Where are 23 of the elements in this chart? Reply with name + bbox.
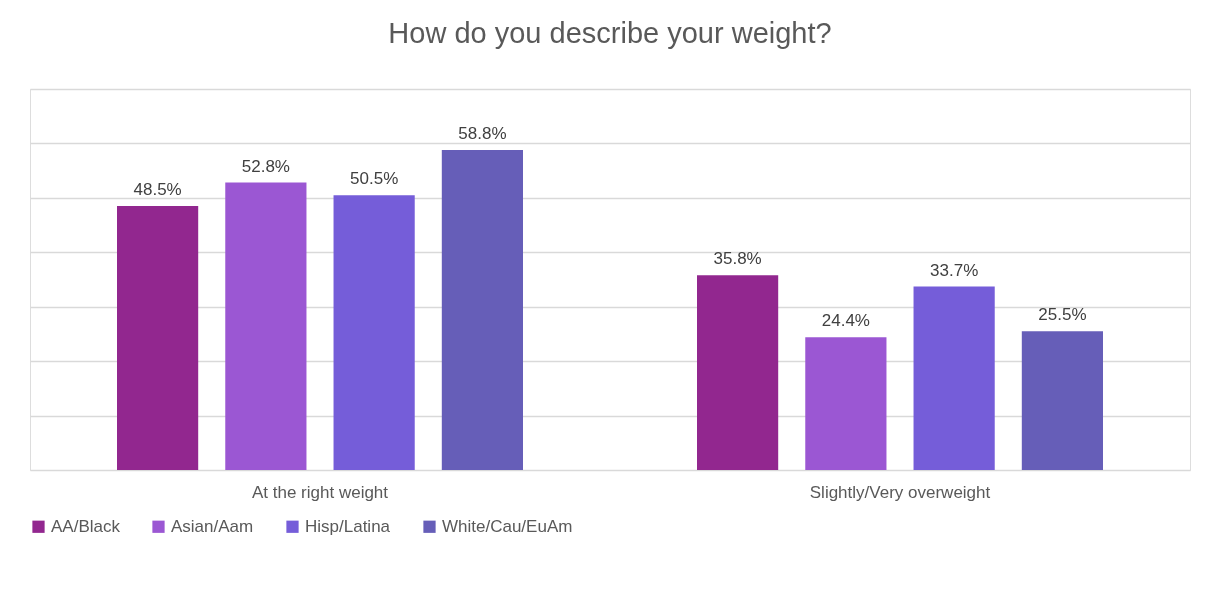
- bar: [697, 275, 779, 470]
- legend-label: White/Cau/EuAm: [442, 516, 573, 536]
- bar: [913, 286, 995, 470]
- data-label: 58.8%: [458, 123, 507, 143]
- data-label: 25.5%: [1038, 305, 1087, 325]
- legend-label: Hisp/Latina: [305, 516, 391, 536]
- bar: [225, 182, 307, 470]
- legend-label: Asian/Aam: [171, 516, 254, 536]
- bar: [441, 149, 523, 470]
- chart-title: How do you describe your weight?: [388, 17, 832, 49]
- x-tick-label: At the right weight: [251, 482, 389, 502]
- x-tick-label: Slightly/Very overweight: [809, 482, 991, 502]
- bar: [117, 206, 199, 470]
- data-label: 52.8%: [241, 156, 290, 176]
- bar: [805, 337, 887, 470]
- data-label: 50.5%: [350, 169, 399, 189]
- data-label: 35.8%: [713, 249, 762, 269]
- data-label: 48.5%: [133, 180, 182, 200]
- legend-label: AA/Black: [51, 516, 121, 536]
- bar: [333, 195, 415, 470]
- data-label: 24.4%: [821, 311, 870, 331]
- bar: [1021, 331, 1103, 470]
- data-label: 33.7%: [930, 260, 979, 280]
